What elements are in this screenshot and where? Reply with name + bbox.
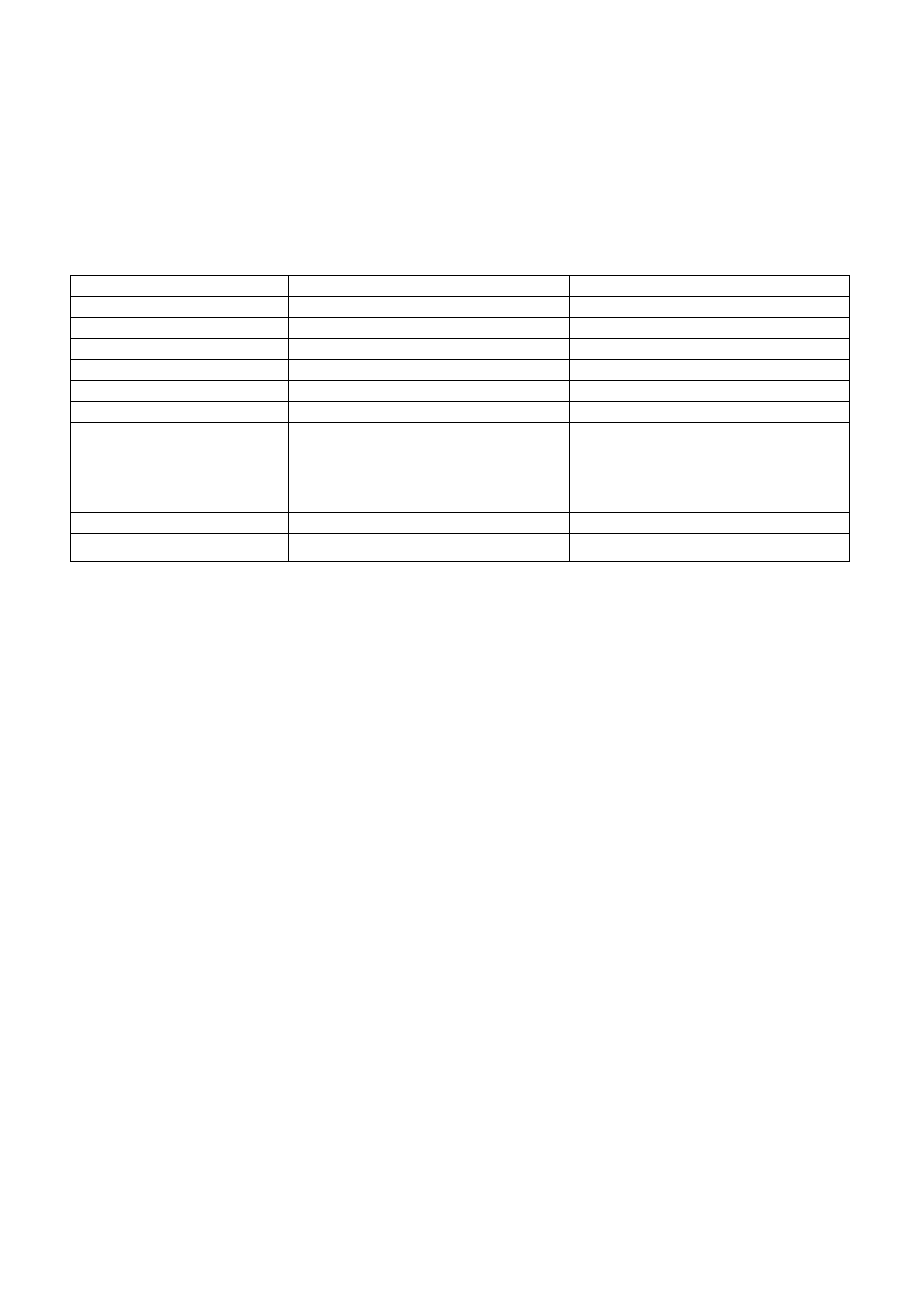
cell-height bbox=[569, 402, 849, 423]
empty-cell bbox=[71, 534, 289, 562]
table-empty-row bbox=[71, 534, 850, 562]
std-label bbox=[71, 513, 289, 534]
table-row bbox=[71, 297, 850, 318]
cell-diameter bbox=[289, 381, 569, 402]
cell-diameter bbox=[289, 402, 569, 423]
cell-index bbox=[71, 381, 289, 402]
cell-diameter bbox=[289, 297, 569, 318]
cell-height bbox=[569, 339, 849, 360]
empty-cell bbox=[289, 534, 569, 562]
header-index bbox=[71, 276, 289, 297]
measurement-table bbox=[70, 275, 850, 562]
header-diameter bbox=[289, 276, 569, 297]
cell-height bbox=[569, 318, 849, 339]
table-row bbox=[71, 318, 850, 339]
empty-cell bbox=[569, 534, 849, 562]
table-row bbox=[71, 402, 850, 423]
cell-index bbox=[71, 318, 289, 339]
cell-diameter bbox=[289, 360, 569, 381]
cylinder-diagram bbox=[102, 104, 850, 259]
table-row bbox=[71, 360, 850, 381]
cell-index bbox=[71, 297, 289, 318]
cell-diameter bbox=[289, 339, 569, 360]
cell-height bbox=[569, 297, 849, 318]
cell-height bbox=[569, 381, 849, 402]
cell-height bbox=[569, 360, 849, 381]
table-std-row bbox=[71, 513, 850, 534]
mean-label bbox=[71, 423, 289, 513]
mean-diameter-cell bbox=[289, 423, 569, 513]
cell-index bbox=[71, 360, 289, 381]
std-diameter bbox=[289, 513, 569, 534]
cell-index bbox=[71, 402, 289, 423]
header-height bbox=[569, 276, 849, 297]
table-header-row bbox=[71, 276, 850, 297]
table-row bbox=[71, 339, 850, 360]
cell-index bbox=[71, 339, 289, 360]
document-content bbox=[70, 104, 850, 562]
table-mean-row bbox=[71, 423, 850, 513]
mean-height-cell bbox=[569, 423, 849, 513]
std-height bbox=[569, 513, 849, 534]
table-row bbox=[71, 381, 850, 402]
cell-diameter bbox=[289, 318, 569, 339]
